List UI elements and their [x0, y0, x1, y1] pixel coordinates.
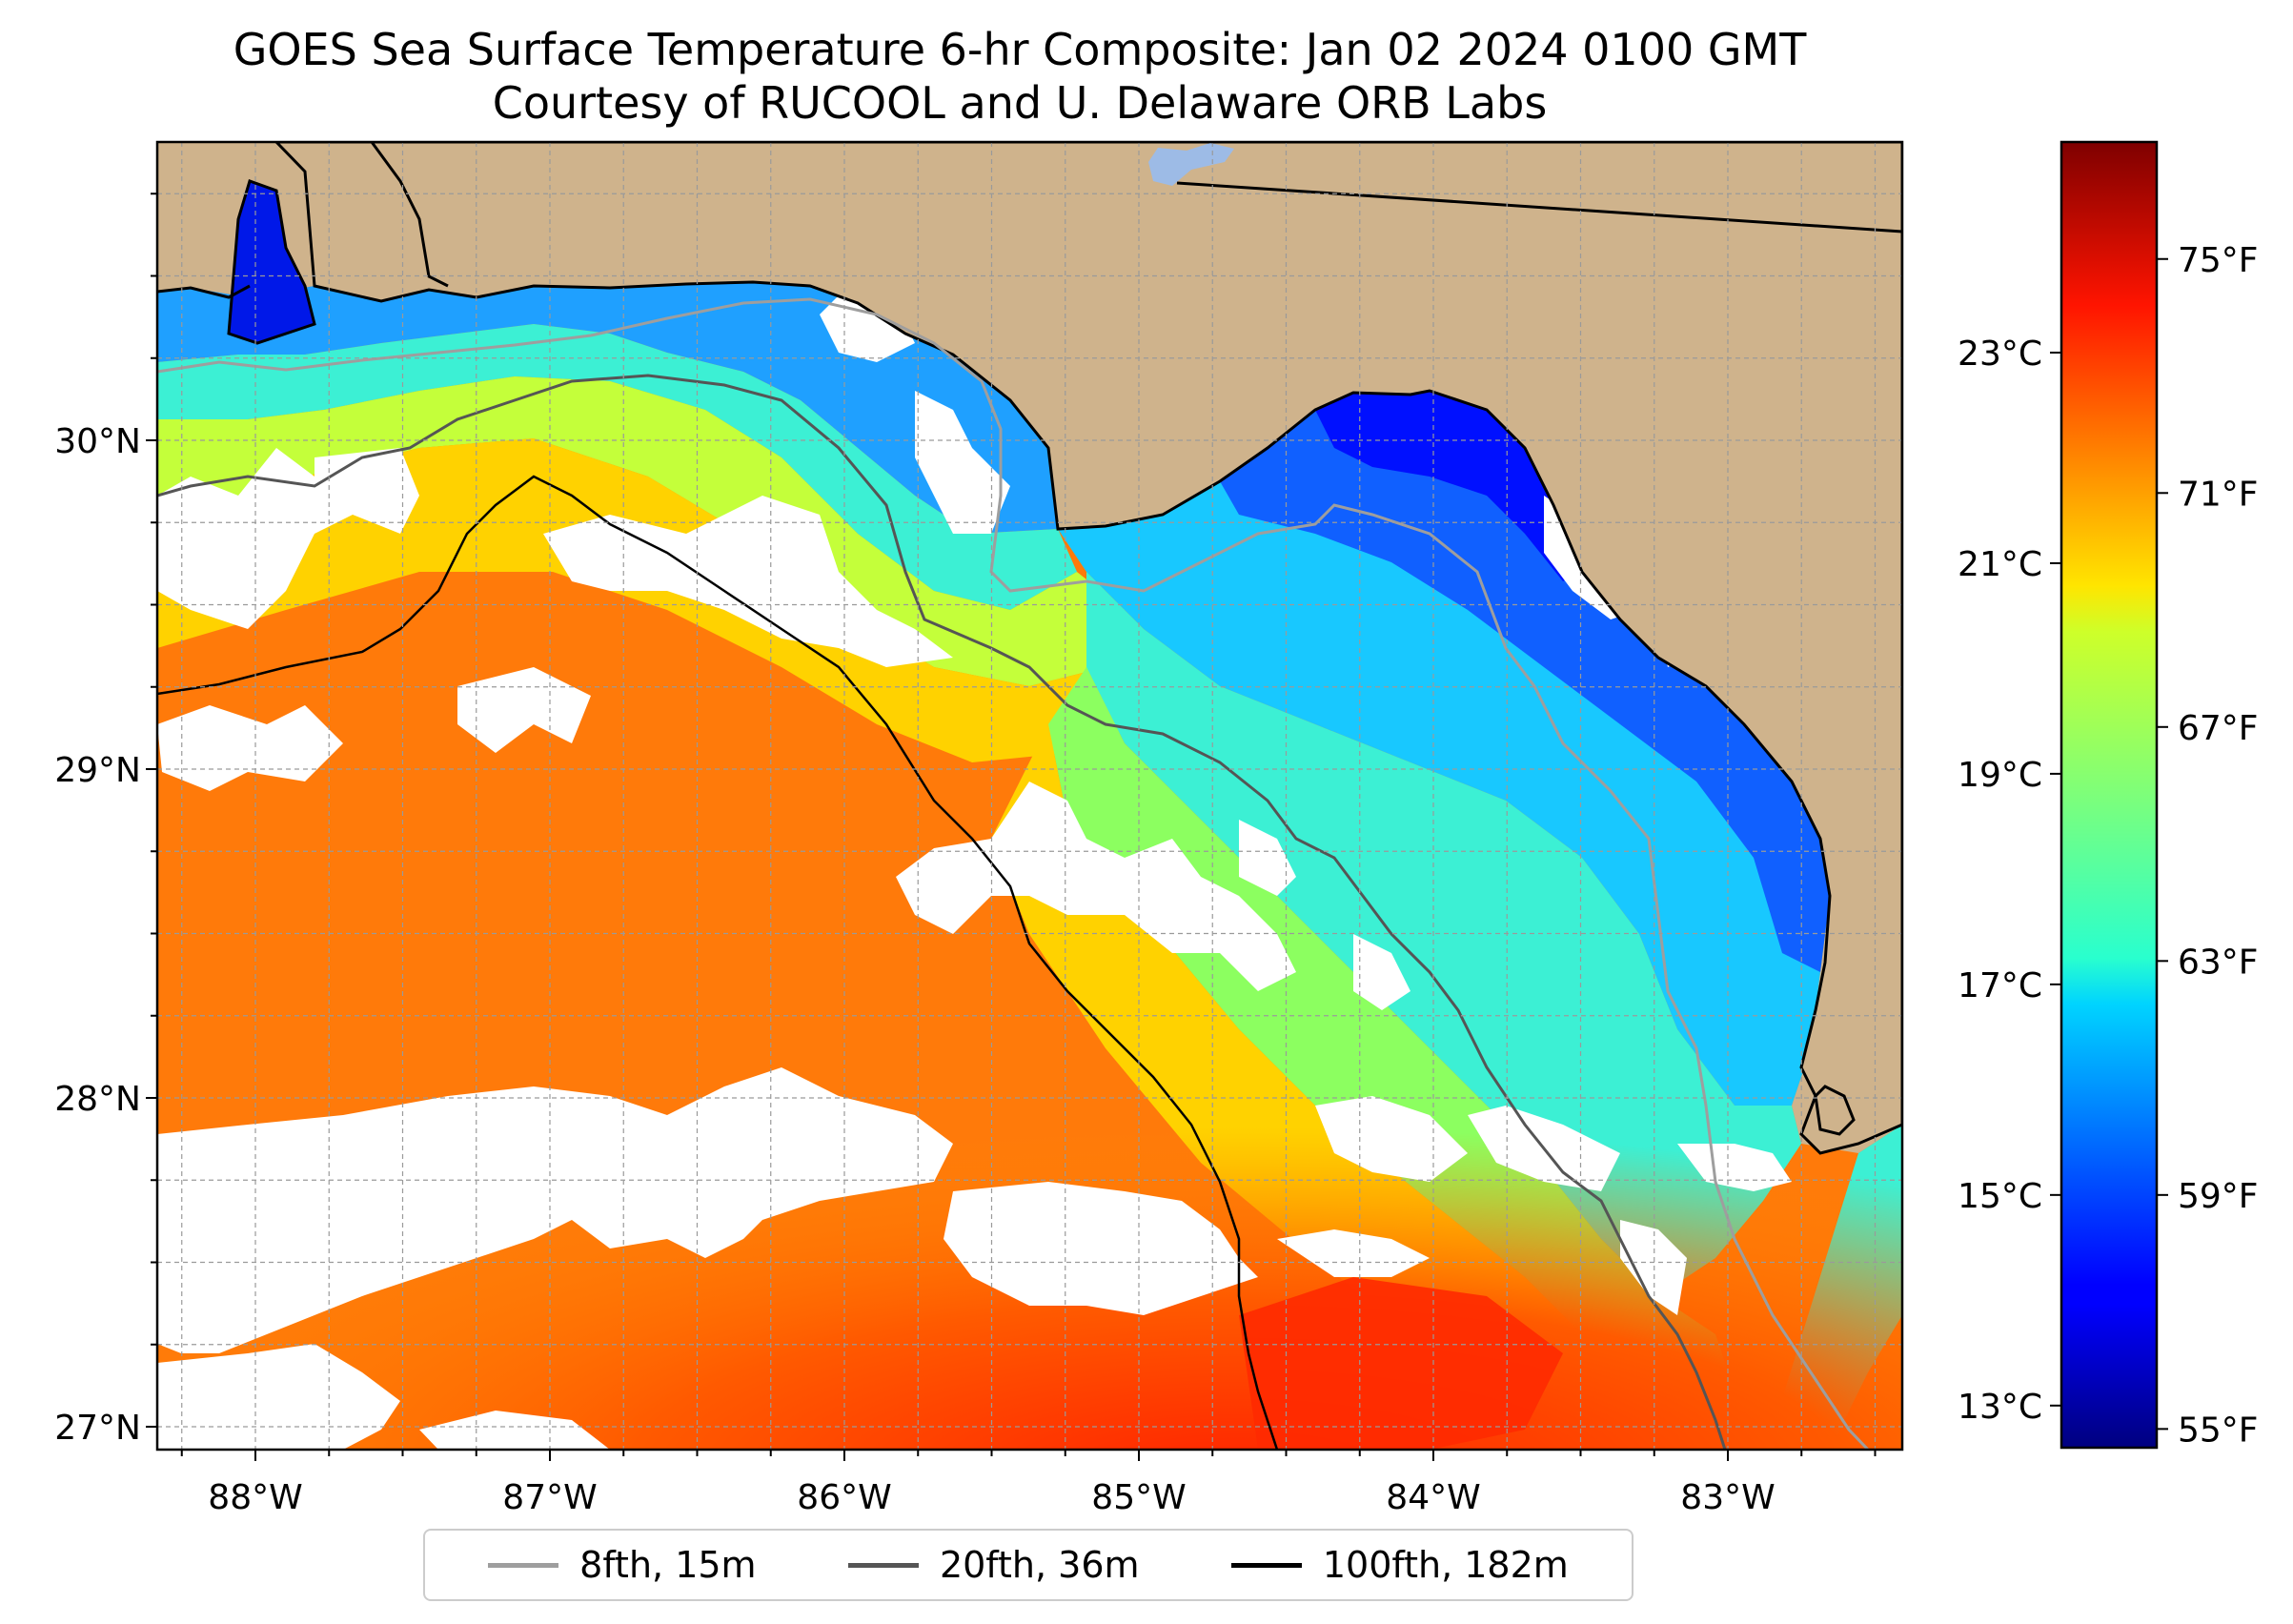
- longitude-axis: 88°W 87°W 86°W 85°W 84°W 83°W: [180, 1450, 1877, 1517]
- legend-item-8fth: 8fth, 15m: [488, 1544, 757, 1586]
- coastline-west: [157, 284, 251, 299]
- fahrenheit-tick-label: 75°F: [2178, 241, 2259, 280]
- fahrenheit-tick-label: 59°F: [2178, 1177, 2259, 1216]
- colorbar: [2060, 140, 2159, 1450]
- map-panel: [157, 142, 1902, 1450]
- legend-label-100fth: 100fth, 182m: [1322, 1544, 1569, 1586]
- legend-item-100fth: 100fth, 182m: [1230, 1544, 1569, 1586]
- lon-tick-label: 87°W: [502, 1478, 597, 1517]
- state-boundary: [370, 142, 449, 288]
- mobile-bay: [227, 179, 316, 345]
- isobath-8fth: [157, 297, 1870, 1450]
- florida-land: [274, 142, 1902, 1155]
- celsius-tick-label: 19°C: [1958, 756, 2042, 795]
- legend-label-20fth: 20fth, 36m: [939, 1544, 1140, 1586]
- colorbar-celsius-axis: 23°C 21°C 19°C 17°C 15°C 13°C: [1958, 335, 2061, 1427]
- title-line-1: GOES Sea Surface Temperature 6-hr Compos…: [233, 24, 1807, 75]
- celsius-tick-label: 15°C: [1958, 1177, 2042, 1216]
- state-boundary-east: [1176, 181, 1902, 233]
- celsius-tick-label: 17°C: [1958, 966, 2042, 1005]
- lon-tick-label: 84°W: [1386, 1478, 1480, 1517]
- legend-swatch-8fth: [488, 1562, 559, 1568]
- legend-item-20fth: 20fth, 36m: [847, 1544, 1140, 1586]
- colorbar-fahrenheit-axis: 75°F 71°F 67°F 63°F 59°F 55°F: [2157, 241, 2259, 1450]
- legend: 8fth, 15m 20fth, 36m 100fth, 182m: [423, 1529, 1634, 1601]
- legend-swatch-20fth: [847, 1562, 919, 1568]
- lon-tick-label: 85°W: [1091, 1478, 1186, 1517]
- lat-tick-label: 29°N: [54, 751, 141, 790]
- map-frame: [155, 140, 1904, 1451]
- title-line-2: Courtesy of RUCOOL and U. Delaware ORB L…: [492, 77, 1548, 129]
- fahrenheit-tick-label: 71°F: [2178, 475, 2259, 514]
- legend-label-8fth: 8fth, 15m: [579, 1544, 757, 1586]
- lon-tick-label: 86°W: [797, 1478, 891, 1517]
- fahrenheit-tick-label: 63°F: [2178, 943, 2259, 982]
- legend-swatch-100fth: [1230, 1562, 1302, 1568]
- lon-tick-label: 88°W: [208, 1478, 302, 1517]
- lat-tick-label: 28°N: [54, 1080, 141, 1119]
- celsius-tick-label: 23°C: [1958, 335, 2042, 374]
- lon-tick-label: 83°W: [1680, 1478, 1775, 1517]
- isobath-20fth: [157, 374, 1727, 1450]
- fahrenheit-tick-label: 67°F: [2178, 709, 2259, 748]
- lat-tick-label: 27°N: [54, 1409, 141, 1448]
- gridlines: [157, 142, 1902, 1450]
- isobath-100fth: [157, 475, 1279, 1450]
- lat-tick-label: 30°N: [54, 422, 141, 461]
- fahrenheit-tick-label: 55°F: [2178, 1411, 2259, 1450]
- latitude-axis: 30°N 29°N 28°N 27°N: [54, 193, 157, 1448]
- celsius-tick-label: 21°C: [1958, 545, 2042, 584]
- celsius-tick-label: 13°C: [1958, 1388, 2042, 1427]
